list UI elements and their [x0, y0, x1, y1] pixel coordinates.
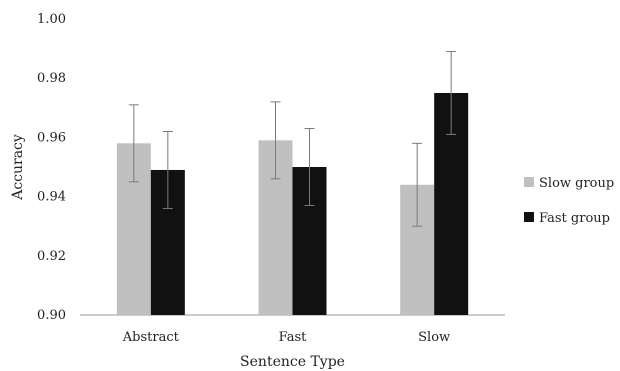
y-tick-label: 0.92 — [37, 249, 66, 264]
error-bar — [304, 128, 315, 206]
y-tick-label: 0.94 — [37, 190, 66, 205]
y-tick-label: 0.96 — [37, 130, 66, 145]
y-tick-label: 0.98 — [37, 71, 66, 86]
bars — [116, 93, 469, 315]
x-axis-ticks: Abstract Fast Slow — [122, 330, 450, 345]
error-bar — [270, 101, 281, 180]
x-tick-label: Slow — [418, 330, 450, 345]
legend-item: Fast group — [524, 211, 610, 226]
legend-label: Fast group — [539, 211, 610, 226]
legend-item: Slow group — [524, 176, 614, 191]
y-tick-label: 0.90 — [37, 308, 66, 323]
legend-label: Slow group — [539, 176, 614, 191]
y-axis-title: Accuracy — [10, 134, 26, 201]
error-bar — [412, 142, 423, 227]
error-bars — [128, 51, 457, 227]
x-tick-label: Abstract — [122, 330, 180, 345]
legend-swatch — [524, 177, 534, 187]
x-tick-label: Fast — [279, 330, 308, 345]
error-bar — [446, 51, 457, 135]
y-tick-label: 1.00 — [37, 12, 66, 27]
error-bar — [162, 130, 173, 209]
error-bar — [128, 104, 139, 183]
legend: Slow group Fast group — [524, 176, 614, 226]
y-axis-ticks: 0.90 0.92 0.94 0.96 0.98 1.00 — [37, 12, 66, 323]
legend-swatch — [524, 212, 534, 222]
x-axis-title: Sentence Type — [240, 354, 345, 370]
